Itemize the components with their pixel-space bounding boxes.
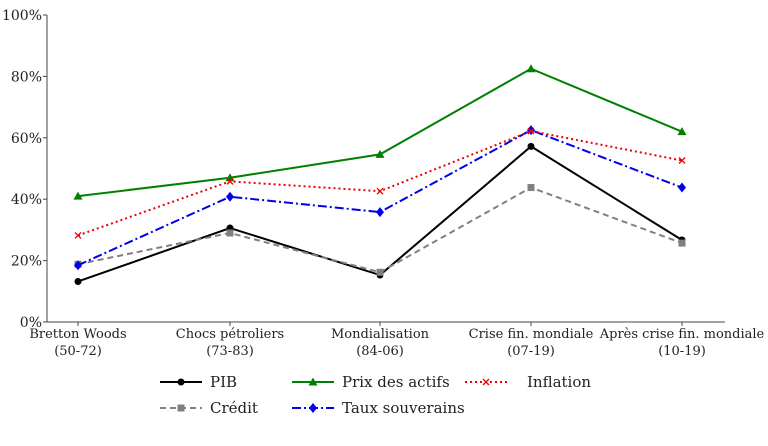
y-tick-label: 100%: [2, 8, 42, 24]
data-point: [527, 127, 535, 135]
legend-item: Prix des actifs: [292, 373, 450, 391]
data-point: [74, 231, 82, 239]
data-point: [74, 260, 82, 271]
series-taux-souverains: [74, 125, 686, 271]
data-point: [527, 184, 535, 192]
x-tick-label: (50-72): [54, 344, 102, 359]
data-point: [226, 191, 234, 202]
legend-marker: [309, 403, 317, 413]
data-point: [376, 187, 384, 195]
legend-label: PIB: [210, 373, 237, 391]
x-tick-label: (10-19): [658, 344, 706, 359]
y-tick-label: 0%: [20, 315, 42, 331]
data-point: [226, 177, 234, 185]
x-tick-label: Mondialisation: [331, 327, 430, 342]
y-tick-label: 20%: [11, 254, 42, 270]
data-point: [677, 127, 687, 136]
y-tick-label: 40%: [11, 192, 42, 208]
x-tick-label: (73-83): [206, 344, 254, 359]
data-point: [74, 277, 82, 285]
x-tick-label: Chocs pétroliers: [176, 327, 284, 342]
data-point: [527, 142, 535, 150]
legend-item: PIB: [160, 373, 237, 391]
data-point: [375, 149, 385, 158]
x-tick-label: (84-06): [356, 344, 404, 359]
series-line: [77, 67, 683, 198]
x-tick-label: Bretton Woods: [29, 327, 126, 342]
legend-label: Prix des actifs: [342, 373, 450, 391]
data-point: [526, 64, 536, 73]
data-point: [226, 229, 234, 237]
data-point: [73, 191, 83, 200]
legend-item: Taux souverains: [292, 399, 465, 417]
x-tick-label: Crise fin. mondiale: [469, 327, 594, 342]
legend-label: Crédit: [210, 399, 258, 417]
series-line: [77, 186, 683, 274]
series-cr-dit: [74, 184, 686, 276]
series-inflation: [74, 127, 686, 239]
x-tick-label: (07-19): [507, 344, 555, 359]
y-tick-label: 60%: [11, 131, 42, 147]
data-point: [678, 239, 686, 247]
legend-marker: [177, 378, 185, 386]
legend: PIB Crédit Prix des actifs Taux souverains I…: [160, 373, 591, 417]
data-point: [678, 182, 686, 193]
legend-marker: [482, 378, 490, 386]
legend-item: Crédit: [160, 399, 258, 417]
data-point: [376, 268, 384, 276]
legend-label: Inflation: [527, 373, 591, 391]
legend-label: Taux souverains: [342, 399, 465, 417]
x-tick-label: Après crise fin. mondiale: [599, 327, 765, 342]
data-point: [678, 157, 686, 164]
series-prix-des-actifs: [73, 64, 687, 200]
y-tick-label: 80%: [11, 69, 42, 85]
legend-marker: [308, 377, 318, 386]
data-point: [376, 207, 384, 218]
legend-item: Inflation: [465, 373, 591, 391]
legend-marker: [177, 404, 185, 412]
